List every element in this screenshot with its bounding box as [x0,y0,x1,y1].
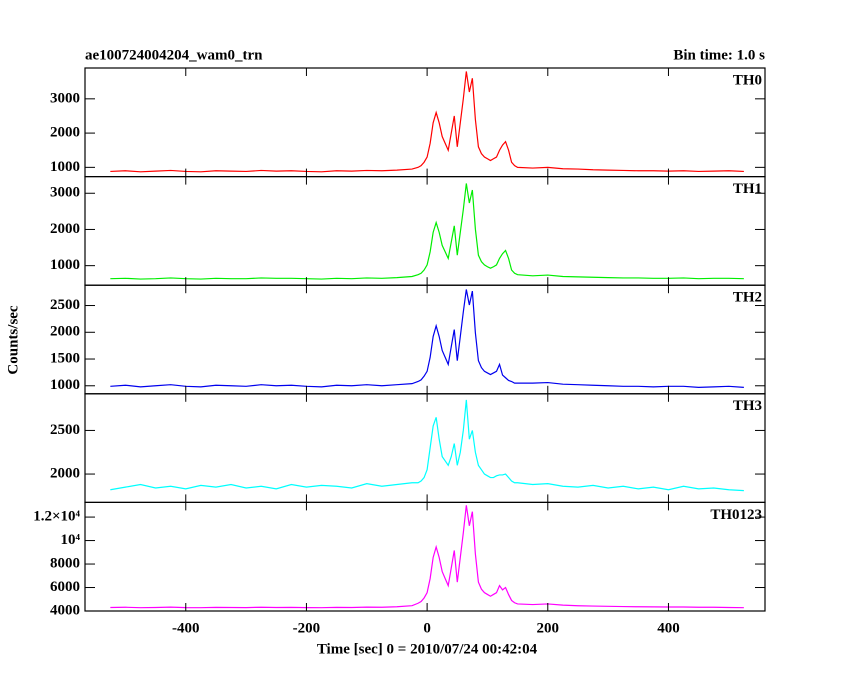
light-curve [110,183,744,280]
x-tick-label: 400 [657,620,680,636]
x-tick-label: -400 [172,620,200,636]
panel-label: TH0 [733,72,762,88]
y-tick-label: 2000 [50,125,80,141]
chart-subtitle: Bin time: 1.0 s [673,47,765,63]
y-tick-label: 1000 [50,377,80,393]
light-curve [110,399,744,492]
x-tick-label: -200 [293,620,321,636]
panel-label: TH1 [733,181,762,197]
panel-label: TH3 [733,398,762,414]
y-tick-label: 3000 [50,90,80,106]
panel-frame [84,284,766,395]
y-tick-label: 8000 [50,555,80,571]
x-tick-label: 200 [537,620,560,636]
y-tick-label: 2000 [50,324,80,340]
y-tick-label: 1000 [50,257,80,273]
y-tick-label: 2000 [50,465,80,481]
panel-frame [84,501,766,612]
panel-label: TH2 [733,290,762,306]
y-tick-label: 1500 [50,350,80,366]
x-axis-label: Time [sec] 0 = 2010/07/24 00:42:04 [317,641,538,657]
y-tick-label: 1000 [50,159,80,175]
light-curve [110,71,744,173]
chart-title: ae100724004204_wam0_trn [85,47,263,63]
light-curve [110,289,744,388]
y-tick-label: 1.2×10⁴ [33,509,80,525]
y-tick-label: 10⁴ [61,532,81,548]
y-tick-label: 3000 [50,185,80,201]
light-curve [110,505,744,609]
x-tick-label: 0 [423,620,431,636]
y-tick-label: 4000 [50,602,80,618]
y-axis-label: Counts/sec [5,305,21,375]
panel-frame [84,393,766,503]
panel-label: TH0123 [710,507,762,523]
y-tick-label: 2500 [50,422,80,438]
y-tick-label: 2000 [50,221,80,237]
y-tick-label: 6000 [50,579,80,595]
y-tick-label: 2500 [50,297,80,313]
